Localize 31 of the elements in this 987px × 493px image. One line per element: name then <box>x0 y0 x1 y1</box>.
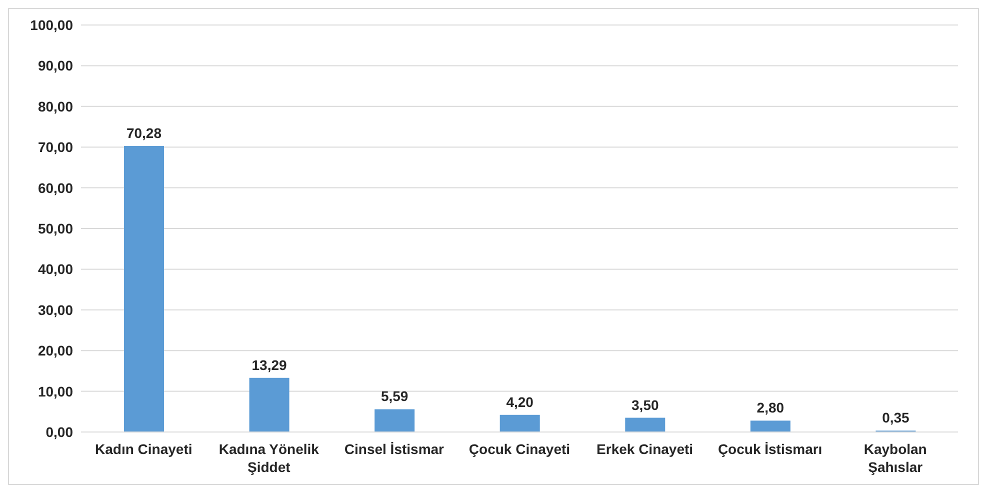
data-label: 0,35 <box>882 410 910 426</box>
bar <box>625 418 666 432</box>
bar <box>374 409 415 432</box>
x-tick-label: Kaybolan Şahıslar <box>864 441 927 475</box>
y-tick-label: 90,00 <box>38 58 74 74</box>
data-label: 4,20 <box>506 394 534 410</box>
bar <box>750 420 790 432</box>
y-tick-label: 100,00 <box>30 16 74 33</box>
y-tick-label: 20,00 <box>38 342 74 359</box>
bar <box>124 146 164 432</box>
y-tick-label: 0,00 <box>46 424 74 440</box>
y-tick-label: 50,00 <box>38 220 74 236</box>
data-label: 3,50 <box>632 396 659 413</box>
y-tick-label: 80,00 <box>38 98 74 114</box>
x-tick-label: Kadın Cinayeti <box>95 441 192 457</box>
y-tick-label: 30,00 <box>38 302 74 318</box>
x-tick-label: Çocuk Cinayeti <box>468 441 570 457</box>
data-label: 5,59 <box>380 388 408 404</box>
y-tick-label: 10,00 <box>38 383 74 400</box>
y-tick-label: 60,00 <box>38 180 74 196</box>
y-tick-label: 70,00 <box>38 139 74 156</box>
x-tick-label: Çocuk İstismarı <box>718 441 822 457</box>
bar <box>500 414 540 432</box>
x-tick-label: Kadına Yönelik Şiddet <box>218 441 320 475</box>
x-tick-label: Cinsel İstismar <box>344 441 445 457</box>
data-label: 70,28 <box>126 124 162 141</box>
bar <box>249 378 290 432</box>
data-label: 13,29 <box>252 356 288 373</box>
x-tick-label: Erkek Cinayeti <box>596 441 694 457</box>
data-label: 2,80 <box>756 400 784 416</box>
y-tick-label: 40,00 <box>38 261 74 278</box>
